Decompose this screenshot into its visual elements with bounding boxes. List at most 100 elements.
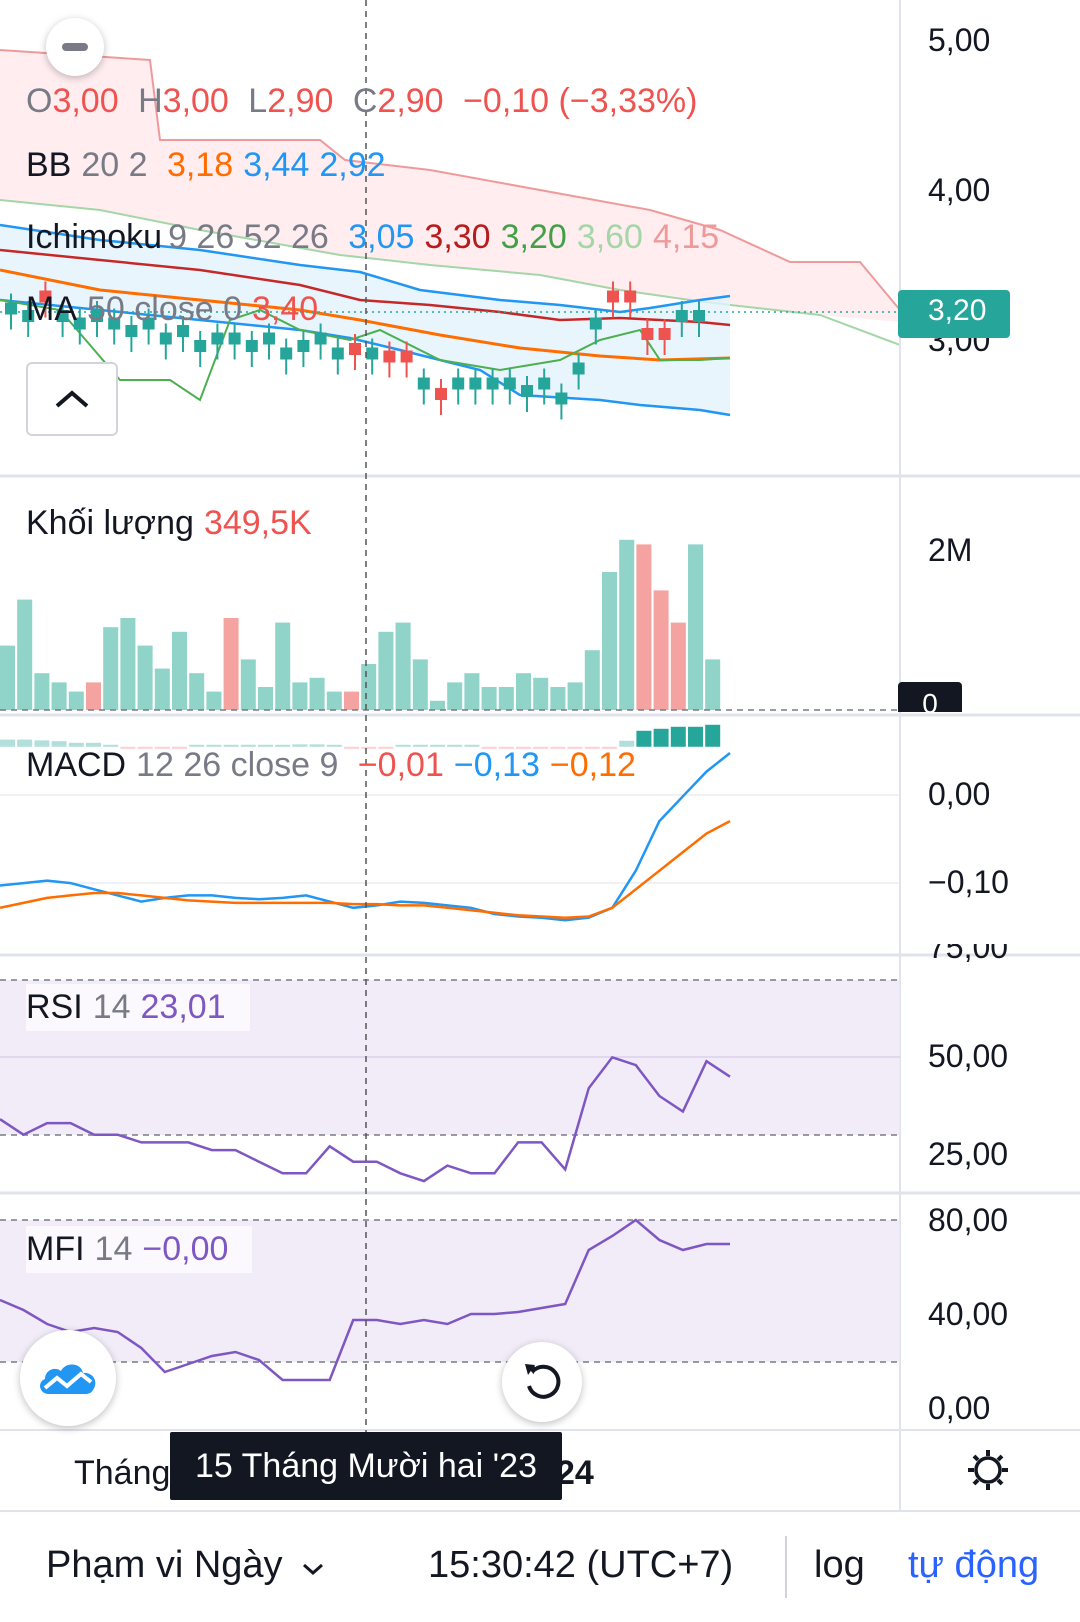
chart-settings-button[interactable]: [966, 1448, 1010, 1497]
candle-body: [177, 325, 189, 337]
rsi-tick-75: 75,00: [928, 944, 1009, 962]
macd-hist-bar: [653, 728, 669, 747]
candle-body: [572, 362, 585, 375]
candle-body: [469, 377, 482, 390]
macd-hist-bar: [378, 746, 394, 749]
candle-body: [503, 377, 516, 390]
candle-body: [56, 310, 69, 322]
volume-bar: [292, 682, 308, 710]
macd-hist-bar: [86, 742, 101, 747]
volume-bar: [51, 682, 67, 710]
volume-bar: [533, 677, 549, 710]
volume-bar: [68, 691, 84, 710]
clock-timezone[interactable]: 15:30:42 (UTC+7): [428, 1544, 734, 1586]
macd-hist-bar: [705, 724, 721, 747]
mfi-tick-40: 40,00: [928, 1296, 1009, 1332]
volume-bar: [275, 622, 291, 710]
volume-bar: [516, 673, 531, 710]
candle-body: [486, 377, 499, 390]
macd-hist-bar: [636, 730, 652, 747]
macd-hist-bar: [120, 746, 136, 749]
candle-body: [607, 290, 619, 303]
ohlc-change: −0,10 (−3,33%): [463, 82, 698, 120]
volume-legend[interactable]: Khối lượng 349,5K: [26, 504, 312, 542]
volume-bar: [206, 691, 222, 710]
volume-bars: [0, 539, 721, 710]
mfi-legend[interactable]: MFI 14 −0,00: [26, 1226, 253, 1273]
logo-button[interactable]: [20, 1330, 116, 1426]
macd-signal-line: [0, 819, 731, 919]
macd-hist-bar: [670, 726, 686, 747]
volume-bar: [567, 682, 583, 710]
candle-body: [435, 388, 447, 400]
candle-body: [400, 350, 413, 363]
volume-bar: [688, 544, 703, 710]
bb-legend[interactable]: BB 20 2 3,18 3,44 2,92: [26, 146, 386, 184]
candle-body: [366, 347, 379, 360]
ichimoku-lower-line: [0, 199, 901, 346]
volume-bar: [240, 659, 256, 710]
rsi-tick-25: 25,00: [928, 1136, 1009, 1172]
bb-basis: [0, 268, 731, 362]
chevron-down-icon: [303, 1563, 324, 1576]
candle-body: [245, 340, 258, 352]
volume-bar: [344, 691, 359, 710]
macd-hist-bar: [240, 744, 256, 747]
date-range-button[interactable]: Phạm vi Ngày: [46, 1544, 325, 1587]
macd-hist-bar: [0, 739, 15, 747]
volume-bar: [86, 682, 101, 710]
expand-indicators-button[interactable]: [26, 362, 118, 436]
volume-bar: [17, 599, 33, 710]
reset-chart-button[interactable]: [502, 1342, 582, 1422]
volume-bar: [602, 572, 617, 710]
volume-bar: [361, 664, 377, 710]
rsi-line: [0, 1055, 731, 1183]
volume-bar: [430, 700, 445, 710]
candle-body: [263, 332, 275, 345]
macd-histogram: [0, 724, 721, 749]
macd-hist-bar: [498, 746, 514, 749]
volume-bar: [481, 687, 497, 710]
macd-hist-bar: [309, 744, 325, 747]
macd-hist-bar: [34, 740, 50, 747]
crosshair-time-label: 15 Tháng Mười hai '23: [170, 1432, 562, 1500]
log-scale-toggle[interactable]: log: [814, 1544, 865, 1586]
volume-bar: [412, 659, 428, 710]
price-tick-4: 4,00: [928, 172, 991, 208]
minus-icon: [62, 43, 88, 51]
macd-hist-bar: [550, 746, 566, 749]
price-tick-5: 5,00: [928, 22, 991, 58]
candle-body: [228, 332, 241, 345]
ichimoku-legend[interactable]: Ichimoku 9 26 52 26 3,05 3,30 3,20 3,60 4,15: [26, 218, 720, 256]
volume-bar: [378, 631, 394, 710]
macd-hist-bar: [584, 746, 600, 749]
volume-zero-badge: 0: [898, 682, 962, 712]
candle-body: [331, 347, 344, 360]
candle-body: [658, 328, 671, 340]
macd-tick-0: 0,00: [928, 776, 991, 812]
macd-tick-neg: −0,10: [928, 864, 1009, 900]
ma-legend[interactable]: MA 50 close 0 3,40: [26, 290, 319, 328]
macd-hist-bar: [189, 744, 205, 747]
candle-body: [22, 310, 35, 322]
macd-hist-bar: [602, 746, 617, 749]
candle-body: [39, 290, 52, 303]
candle-body: [280, 347, 293, 360]
candle-body: [314, 332, 327, 345]
macd-hist-bar: [516, 746, 531, 749]
collapse-legend-button[interactable]: [46, 18, 104, 76]
macd-legend[interactable]: MACD 12 26 close 9 −0,01 −0,13 −0,12: [26, 746, 636, 784]
ichimoku-upper-line: [0, 49, 901, 311]
current-price-badge: 3,20: [898, 290, 1010, 338]
auto-scale-toggle[interactable]: tự động: [908, 1544, 1040, 1586]
candle-body: [297, 340, 310, 352]
volume-bar: [653, 590, 669, 710]
macd-hist-bar: [17, 739, 33, 747]
candle-body: [589, 317, 602, 330]
macd-hist-bar: [688, 726, 703, 747]
candle-body: [108, 317, 121, 330]
rsi-legend[interactable]: RSI 14 23,01: [26, 984, 250, 1031]
macd-hist-bar: [430, 744, 445, 747]
candle-body: [693, 310, 705, 322]
